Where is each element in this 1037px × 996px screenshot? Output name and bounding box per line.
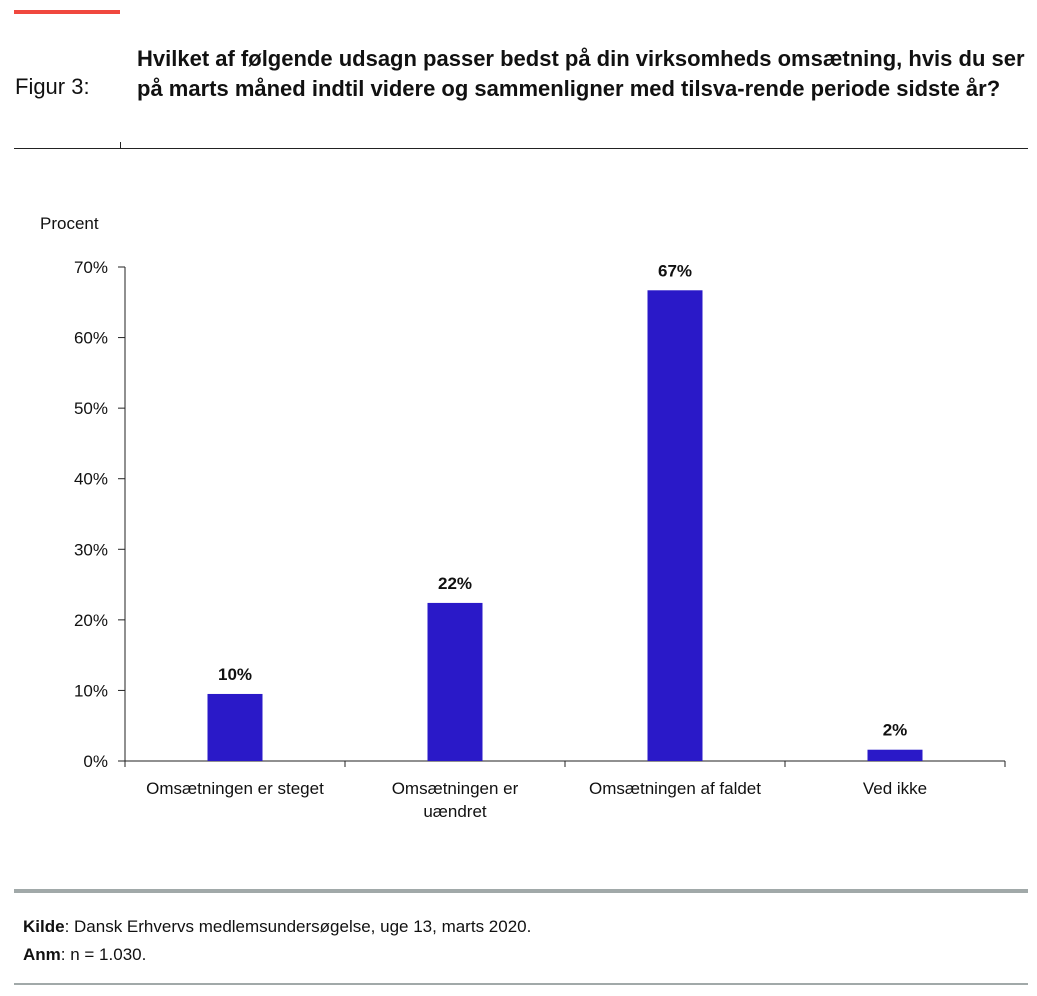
bar: [867, 749, 923, 761]
data-label: 22%: [438, 574, 472, 593]
bar: [647, 290, 703, 761]
source-text: : Dansk Erhvervs medlemsundersøgelse, ug…: [64, 917, 532, 936]
data-label: 67%: [658, 261, 692, 280]
bar-chart: Procent 0% 10% 20% 30% 40% 50% 60% 70% 10% Omsætni…: [40, 214, 1006, 821]
y-tick-label: 30%: [74, 540, 108, 559]
y-tick-label: 60%: [74, 329, 108, 348]
data-label: 10%: [218, 665, 252, 684]
bar: [427, 602, 483, 761]
accent-bar: [14, 10, 120, 14]
x-tick-label: uændret: [423, 802, 487, 821]
x-tick-label: Omsætningen er: [392, 779, 519, 798]
y-tick-label: 10%: [74, 681, 108, 700]
x-tick-label: Omsætningen er steget: [146, 779, 324, 798]
note-text: : n = 1.030.: [60, 945, 147, 964]
bar: [207, 693, 263, 761]
chart-title: Hvilket af følgende udsagn passer bedst …: [137, 46, 1025, 101]
y-tick-label: 20%: [74, 611, 108, 630]
source-note: Kilde: Dansk Erhvervs medlemsundersøgels…: [23, 917, 531, 937]
data-label: 2%: [883, 721, 908, 740]
y-tick-label: 40%: [74, 470, 108, 489]
header-divider-tick: [120, 142, 121, 149]
x-tick-label: Ved ikke: [863, 779, 927, 798]
y-tick-label: 0%: [83, 752, 108, 771]
x-tick-label: Omsætningen af faldet: [589, 779, 761, 798]
footer-bottom-divider: [14, 983, 1028, 985]
figure-label: Figur 3:: [15, 74, 90, 99]
annotation-note: Anm: n = 1.030.: [23, 945, 146, 965]
y-tick-label: 50%: [74, 399, 108, 418]
note-label: Anm: [23, 945, 61, 964]
y-tick-label: 70%: [74, 258, 108, 277]
header-divider: [14, 148, 1028, 149]
y-axis-label: Procent: [40, 214, 99, 233]
footer-divider: [14, 889, 1028, 893]
source-label: Kilde: [23, 917, 65, 936]
